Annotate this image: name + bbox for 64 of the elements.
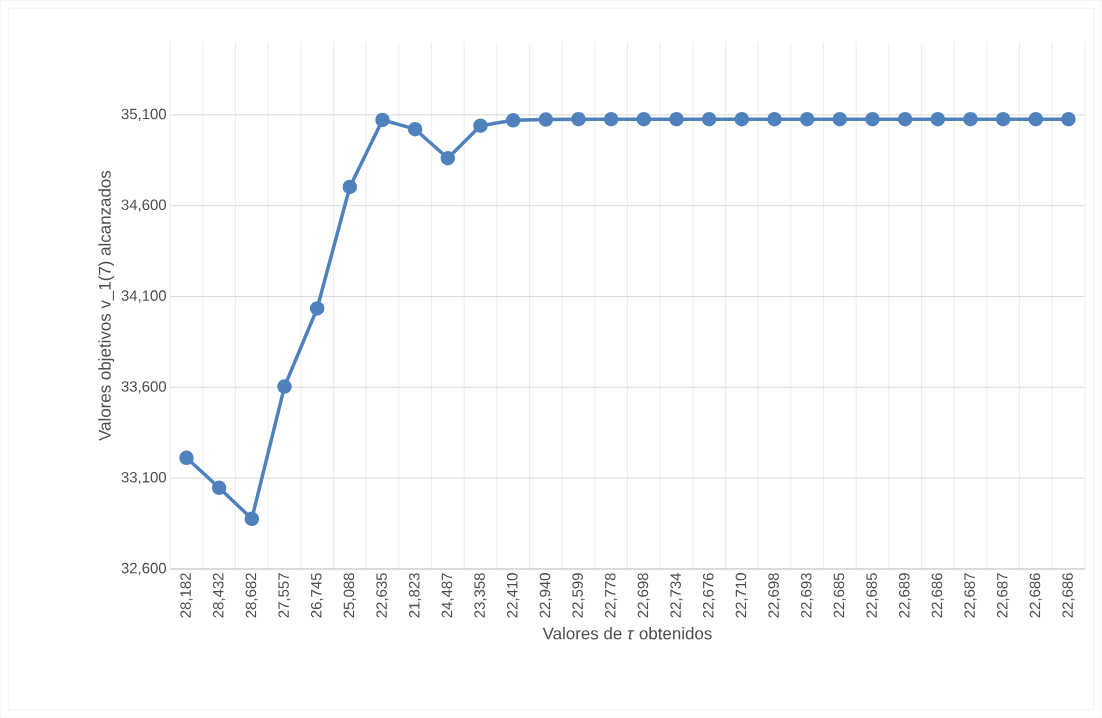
x-tick-label: 22,698 <box>768 573 781 618</box>
point <box>375 112 390 128</box>
x-tick-label: 22,689 <box>898 573 912 618</box>
point <box>440 150 456 166</box>
y-tick-label: 32,600 <box>121 562 167 576</box>
x-tick-label: 22,698 <box>637 573 650 618</box>
x-tick-label: 22,685 <box>833 573 846 618</box>
x-tick-label: 28,432 <box>212 573 226 618</box>
point <box>309 301 325 316</box>
x-tick-label: 22,686 <box>1029 573 1042 618</box>
x-tick-label: 22,693 <box>800 573 814 618</box>
point <box>407 121 423 137</box>
point <box>603 111 619 127</box>
y-tick-label: 33,100 <box>121 471 167 485</box>
x-tick-label: 28,682 <box>245 573 258 618</box>
x-tick-label: 21,823 <box>408 573 422 618</box>
x-tick-label: 22,676 <box>702 573 716 618</box>
point <box>342 179 358 195</box>
point <box>832 111 848 127</box>
x-tick-label: 22,778 <box>604 573 618 618</box>
y-tick-label: 34,600 <box>121 199 167 212</box>
point <box>1028 111 1044 127</box>
x-tick-label: 22,940 <box>539 573 552 618</box>
x-tick-label: 22,734 <box>670 572 683 618</box>
point <box>277 379 292 394</box>
point <box>538 112 554 127</box>
point <box>1061 111 1076 127</box>
point <box>865 111 880 127</box>
point <box>995 111 1011 127</box>
point <box>473 118 488 133</box>
point <box>897 111 913 127</box>
x-tick-label: 22,599 <box>572 573 585 618</box>
point <box>571 111 586 127</box>
x-tick-label: 22,687 <box>996 573 1010 618</box>
x-tick-label: 25,088 <box>343 573 356 618</box>
point <box>799 111 815 127</box>
y-tick-label: 33,600 <box>121 381 167 394</box>
x-axis-title: Valores de τ obtenidos <box>542 626 712 640</box>
point <box>767 111 782 127</box>
x-tick-label: 23,358 <box>474 573 487 618</box>
x-tick-label: 24,487 <box>441 573 454 618</box>
x-tick-label: 22,687 <box>964 573 977 618</box>
x-tick-label: 22,686 <box>931 573 944 618</box>
point <box>505 112 521 128</box>
point <box>244 511 260 527</box>
x-tick-label: 28,182 <box>180 573 193 618</box>
point <box>211 480 227 495</box>
point <box>669 111 684 127</box>
x-tick-label: 22,685 <box>866 573 879 618</box>
point <box>734 111 750 127</box>
y-tick-label: 35,100 <box>121 108 167 121</box>
point <box>701 111 717 127</box>
point <box>636 111 652 127</box>
x-tick-label: 22,410 <box>506 573 520 618</box>
x-tick-label: 22,635 <box>376 573 389 618</box>
point <box>963 111 978 127</box>
point <box>179 450 194 465</box>
x-tick-label: 22,710 <box>735 573 748 618</box>
y-axis-title: Valores objetivos v_1(7) alcanzados <box>98 170 115 441</box>
point <box>930 111 946 127</box>
x-tick-label: 26,745 <box>310 573 324 618</box>
x-tick-label: 27,557 <box>278 573 291 618</box>
y-tick-label: 34,100 <box>121 290 167 303</box>
x-tick-label: 22,686 <box>1062 573 1075 618</box>
